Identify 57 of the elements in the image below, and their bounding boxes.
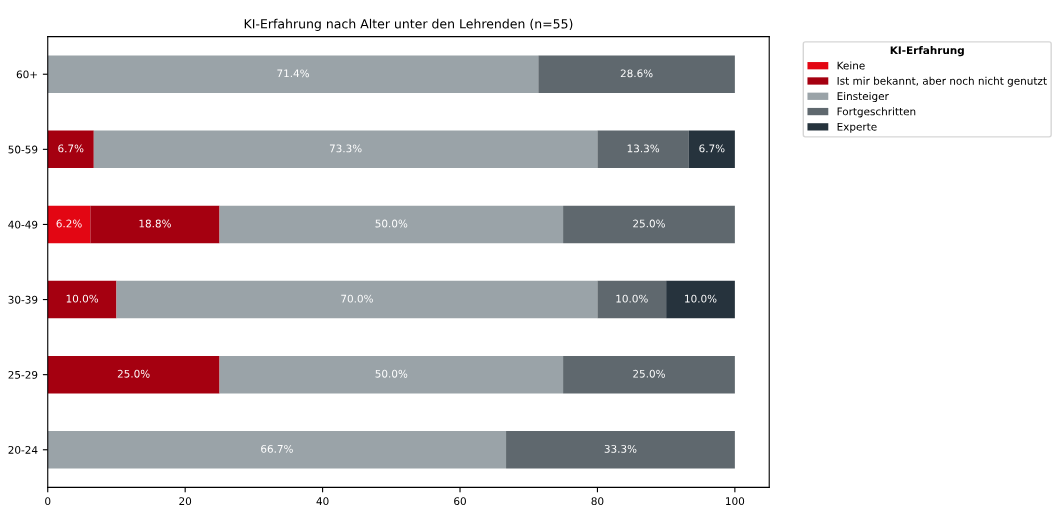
data-label: 18.8%: [139, 219, 171, 228]
data-label: 66.7%: [261, 444, 293, 453]
bar: [47, 130, 94, 169]
x-tick-label: 80: [591, 497, 604, 506]
data-label: 50.0%: [375, 369, 408, 378]
data-label: 10.0%: [616, 294, 648, 303]
bar: [90, 205, 220, 244]
bar: [597, 130, 689, 169]
legend-label: Fortgeschritten: [837, 107, 916, 118]
y-tick-label: 20-24: [8, 445, 38, 454]
data-label: 10.0%: [685, 294, 717, 303]
legend-title: KI-Erfahrung: [890, 46, 964, 57]
x-tick-label: 20: [179, 497, 192, 506]
bar: [47, 430, 507, 469]
y-tick-label: 25-29: [8, 370, 38, 379]
x-tick-label: 100: [726, 497, 745, 506]
x-tick-label: 60: [454, 497, 466, 506]
y-tick-label: 40-49: [8, 220, 38, 229]
y-tick-label: 50-59: [8, 145, 38, 154]
bar: [47, 205, 91, 244]
legend-label: Einsteiger: [837, 92, 889, 103]
data-label: 13.3%: [627, 144, 660, 153]
bar: [666, 280, 735, 319]
y-tick-label: 60+: [16, 70, 37, 79]
data-label: 25.0%: [633, 369, 665, 378]
bar: [47, 280, 117, 319]
data-label: 50.0%: [375, 219, 408, 228]
bar: [538, 55, 735, 94]
legend-label: Experte: [837, 122, 877, 133]
x-tick-label: 40: [316, 497, 329, 506]
legend-label: Ist mir bekannt, aber noch nicht genutzt: [837, 76, 1047, 87]
bar: [47, 355, 220, 394]
bar: [47, 55, 539, 94]
bar: [597, 280, 667, 319]
bar: [219, 205, 564, 244]
data-label: 10.0%: [66, 294, 99, 303]
bar: [688, 130, 735, 169]
bar: [506, 430, 735, 469]
data-label: 25.0%: [633, 219, 665, 228]
legend-label: Keine: [837, 61, 865, 70]
bar: [219, 355, 564, 394]
bar: [116, 280, 598, 319]
bar: [563, 355, 735, 394]
y-tick-label: 30-39: [8, 295, 38, 304]
chart-title: KI-Erfahrung nach Alter unter den Lehrenden (n=55): [244, 18, 573, 31]
data-label: 33.3%: [604, 444, 637, 453]
data-label: 6.7%: [58, 144, 84, 153]
data-label: 25.0%: [117, 369, 150, 378]
data-label: 70.0%: [341, 294, 373, 303]
bar: [93, 130, 598, 169]
data-label: 6.2%: [56, 219, 82, 228]
data-label: 6.7%: [699, 144, 725, 153]
data-label: 73.3%: [329, 144, 362, 153]
x-tick-label: 0: [45, 497, 51, 506]
bar: [563, 205, 735, 244]
data-label: 71.4%: [277, 69, 310, 78]
data-label: 28.6%: [620, 69, 653, 78]
